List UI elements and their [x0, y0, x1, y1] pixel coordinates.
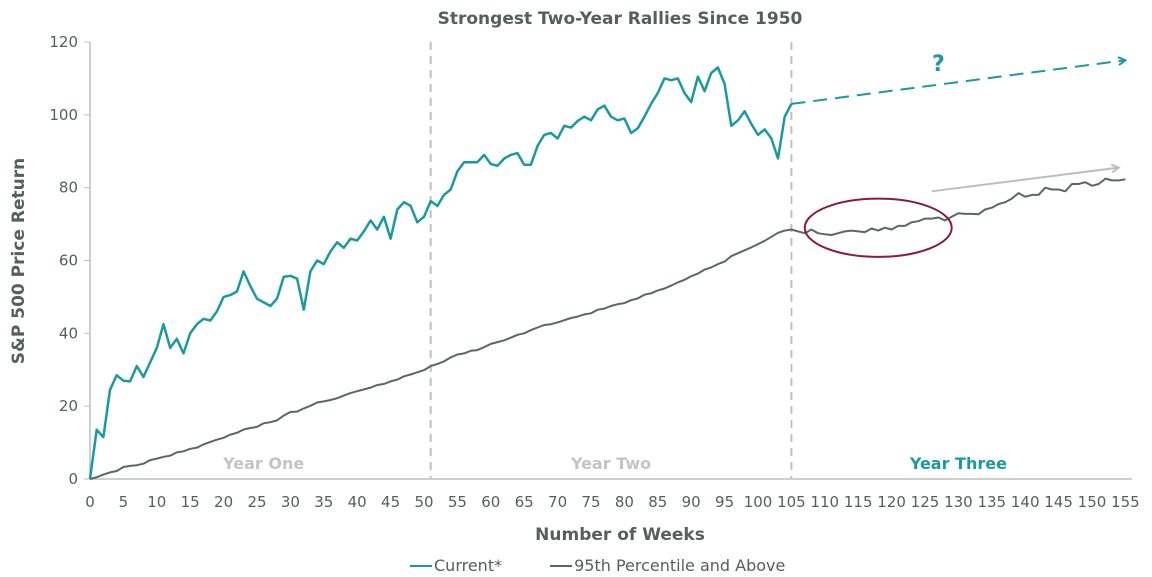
x-tick-label: 100	[744, 493, 773, 511]
legend-item-percentile: 95th Percentile and Above	[550, 556, 785, 575]
legend-swatch-current	[410, 564, 432, 567]
x-tick-label: 50	[414, 493, 433, 511]
y-tick-label: 20	[59, 397, 78, 415]
x-tick-label: 155	[1111, 493, 1140, 511]
x-axis-label: Number of Weeks	[535, 525, 705, 545]
x-tick-label: 145	[1044, 493, 1073, 511]
x-tick-label: 35	[314, 493, 333, 511]
x-tick-label: 130	[944, 493, 973, 511]
y-tick-label: 100	[49, 106, 78, 124]
legend: Current* 95th Percentile and Above	[410, 556, 785, 575]
region-label: Year Three	[909, 454, 1007, 473]
x-tick-label: 140	[1011, 493, 1040, 511]
legend-label-current: Current*	[434, 556, 503, 575]
legend-item-current: Current*	[410, 556, 502, 575]
x-tick-label: 105	[777, 493, 806, 511]
series-line-current	[88, 66, 793, 480]
y-tick-label: 60	[59, 252, 78, 270]
x-tick-label: 5	[119, 493, 129, 511]
series-line-percentile	[89, 177, 1126, 480]
legend-label-percentile: 95th Percentile and Above	[574, 556, 786, 575]
x-tick-label: 95	[715, 493, 734, 511]
x-tick-label: 75	[581, 493, 600, 511]
x-tick-label: 85	[648, 493, 667, 511]
x-tick-label: 110	[810, 493, 839, 511]
x-tick-label: 80	[615, 493, 634, 511]
region-label: Year Two	[570, 454, 651, 473]
x-tick-label: 15	[181, 493, 200, 511]
y-tick-label: 40	[59, 324, 78, 342]
y-tick-label: 0	[68, 470, 78, 488]
chart-title: Strongest Two-Year Rallies Since 1950	[438, 9, 803, 29]
chart: Strongest Two-Year Rallies Since 1950 Nu…	[9, 9, 1140, 545]
y-tick-label: 120	[49, 33, 78, 51]
x-tick-label: 20	[214, 493, 233, 511]
y-axis-label: S&P 500 Price Return	[9, 158, 29, 364]
x-tick-label: 135	[977, 493, 1006, 511]
legend-swatch-percentile	[550, 564, 573, 567]
x-tick-label: 0	[85, 493, 95, 511]
x-tick-label: 60	[481, 493, 500, 511]
plot-area: Year One Year Two Year Three?	[88, 42, 1126, 480]
y-tick-label: 80	[59, 179, 78, 197]
x-tick-label: 115	[844, 493, 873, 511]
highlight-ellipse	[803, 197, 953, 258]
trend-arrow	[931, 168, 1119, 193]
x-tick-label: 70	[548, 493, 567, 511]
x-tick-label: 40	[348, 493, 367, 511]
x-tick-label: 55	[448, 493, 467, 511]
x-tick-label: 65	[515, 493, 534, 511]
x-tick-label: 30	[281, 493, 300, 511]
x-tick-label: 90	[682, 493, 701, 511]
region-label: Year One	[222, 454, 304, 473]
x-tick-label: 25	[247, 493, 266, 511]
projection-arrow	[791, 60, 1125, 105]
question-mark: ?	[932, 52, 945, 77]
x-tick-label: 150	[1078, 493, 1107, 511]
x-tick-label: 120	[877, 493, 906, 511]
x-tick-label: 125	[911, 493, 940, 511]
axes: 0 20 40 60 80 100 120 0 5 10 15 20 25 30 35 40 45 50 55 60 6…	[49, 33, 1139, 511]
x-tick-label: 10	[147, 493, 166, 511]
x-tick-label: 45	[381, 493, 400, 511]
